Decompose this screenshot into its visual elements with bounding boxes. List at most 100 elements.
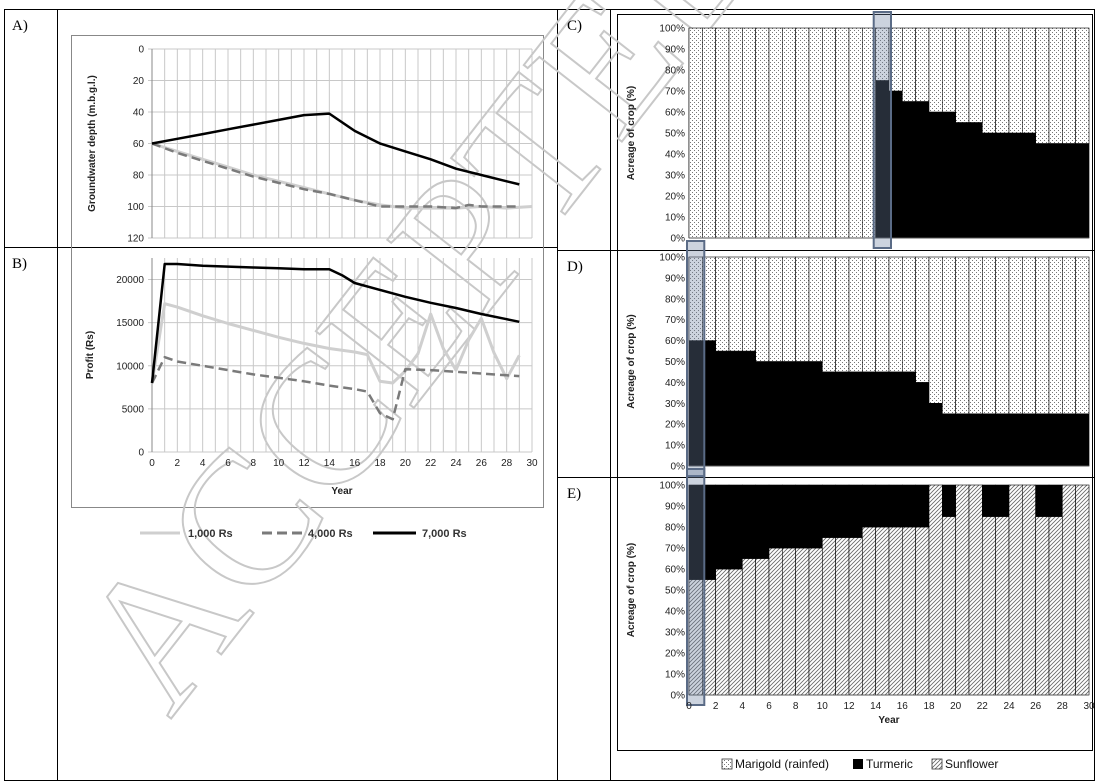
bar-turmeric xyxy=(1062,413,1076,467)
bar-turmeric xyxy=(1048,143,1063,239)
x-tick-label: 22 xyxy=(977,701,989,712)
legend-label-4000: 4,000 Rs xyxy=(308,528,353,540)
y-tick-label: 100% xyxy=(659,24,685,35)
bar-turmeric xyxy=(968,413,983,467)
bar-marigold-rainfed xyxy=(728,27,743,239)
bar-turmeric xyxy=(1075,413,1090,467)
panel-label-d: D) xyxy=(567,259,583,275)
bar-turmeric xyxy=(728,484,743,570)
chart-a-groundwater: 0 20 40 60 80 100 120 Groundwater depth (m.b.g.… xyxy=(87,45,533,245)
panel-label-e: E) xyxy=(567,486,581,502)
bar-turmeric xyxy=(941,111,956,239)
y-tick-label: 30% xyxy=(665,628,685,639)
y-axis-label: Profit (Rs) xyxy=(85,331,96,379)
bar-turmeric xyxy=(928,111,943,239)
series-line-7000-rs xyxy=(151,112,520,186)
x-tick-label: 0 xyxy=(149,458,155,469)
bar-turmeric xyxy=(741,484,756,559)
highlight-box xyxy=(686,468,706,706)
bar-marigold-rainfed xyxy=(741,27,756,239)
x-tick-label: 16 xyxy=(897,701,909,712)
bar-sunflower xyxy=(915,526,930,696)
x-tick-label: 8 xyxy=(251,458,257,469)
bar-turmeric xyxy=(1021,132,1036,239)
x-tick-label: 0 xyxy=(686,701,692,712)
bar-turmeric xyxy=(781,484,796,549)
y-tick-label: 50% xyxy=(665,586,685,597)
bar-turmeric xyxy=(1008,132,1023,239)
y-axis-label: Acreage of crop (%) xyxy=(626,543,637,637)
bar-marigold-rainfed xyxy=(1008,27,1023,134)
y-tick-label: 20000 xyxy=(116,275,144,286)
left-chart-border xyxy=(71,35,544,508)
bar-turmeric xyxy=(995,413,1010,467)
bar-turmeric xyxy=(768,484,783,549)
y-tick-label: 10% xyxy=(665,670,685,681)
legend-swatch-marigold xyxy=(721,758,733,770)
bar-marigold-rainfed xyxy=(755,27,770,239)
bar-turmeric xyxy=(875,371,890,467)
bar-sunflower xyxy=(1048,516,1063,696)
y-tick-label: 10% xyxy=(665,213,685,224)
bar-marigold-rainfed xyxy=(821,27,836,239)
bar-turmeric xyxy=(1048,484,1063,517)
bar-turmeric xyxy=(795,361,810,467)
y-tick-label: 100 xyxy=(127,202,144,213)
y-tick-label: 0 xyxy=(138,45,144,56)
bar-sunflower xyxy=(781,547,796,696)
legend-label-1000: 1,000 Rs xyxy=(188,528,233,540)
right-chart-border xyxy=(617,14,1093,751)
bar-sunflower xyxy=(1008,484,1023,696)
y-tick-label: 100% xyxy=(659,481,685,492)
bar-turmeric xyxy=(995,132,1010,239)
y-tick-label: 40% xyxy=(665,607,685,618)
bar-sunflower xyxy=(928,484,943,696)
bar-turmeric xyxy=(755,361,770,467)
y-tick-label: 90% xyxy=(665,45,685,56)
bar-marigold-rainfed xyxy=(968,27,983,123)
y-tick-label: 90% xyxy=(665,273,685,284)
bar-marigold-rainfed xyxy=(835,27,850,239)
y-tick-label: 15000 xyxy=(116,318,144,329)
x-tick-label: 14 xyxy=(870,701,882,712)
bar-turmeric xyxy=(741,350,756,467)
bar-turmeric xyxy=(968,122,983,239)
bar-marigold-rainfed xyxy=(955,27,970,123)
x-tick-label: 4 xyxy=(740,701,746,712)
bar-marigold-rainfed xyxy=(795,256,810,362)
bar-turmeric xyxy=(981,413,996,467)
legend-swatch-sunflower xyxy=(931,758,943,770)
bar-marigold-rainfed xyxy=(848,27,863,239)
legend-left: 1,000 Rs 4,000 Rs 7,000 Rs xyxy=(140,528,467,540)
bar-sunflower xyxy=(1035,516,1050,696)
x-tick-label: 16 xyxy=(349,458,361,469)
bar-marigold-rainfed xyxy=(981,27,996,134)
bar-turmeric xyxy=(915,484,930,528)
y-tick-label: 80% xyxy=(665,66,685,77)
bar-turmeric xyxy=(981,484,996,517)
bar-marigold-rainfed xyxy=(768,256,783,362)
x-tick-label: 30 xyxy=(1083,701,1095,712)
x-tick-label: 10 xyxy=(273,458,285,469)
bar-turmeric xyxy=(835,371,850,467)
bar-marigold-rainfed xyxy=(808,256,823,362)
bar-turmeric xyxy=(955,413,970,467)
bar-sunflower xyxy=(795,547,810,696)
y-tick-label: 70% xyxy=(665,315,685,326)
bar-sunflower xyxy=(888,526,903,696)
bar-turmeric xyxy=(821,484,836,538)
bar-sunflower xyxy=(968,484,983,696)
y-tick-label: 60% xyxy=(665,565,685,576)
y-axis-label: Groundwater depth (m.b.g.l.) xyxy=(87,75,98,212)
bar-turmeric xyxy=(928,402,943,467)
y-tick-label: 0% xyxy=(671,462,686,473)
bar-marigold-rainfed xyxy=(1048,27,1063,144)
bar-turmeric xyxy=(768,361,783,467)
bar-sunflower xyxy=(1075,484,1090,696)
x-tick-label: 12 xyxy=(298,458,310,469)
bar-marigold-rainfed xyxy=(861,256,876,373)
bar-marigold-rainfed xyxy=(715,27,730,239)
y-tick-label: 60 xyxy=(133,139,145,150)
x-tick-label: 6 xyxy=(766,701,772,712)
